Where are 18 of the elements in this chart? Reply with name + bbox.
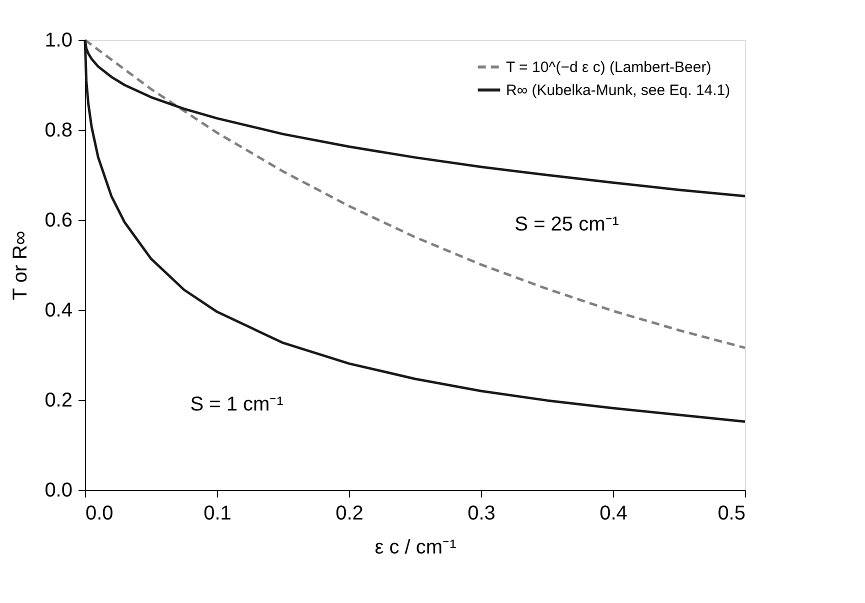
x-tick-label: 0.5 <box>718 502 746 524</box>
x-tick-label: 0.2 <box>336 502 364 524</box>
legend-label: T = 10^(−d ε c) (Lambert-Beer) <box>506 59 712 76</box>
x-tick-label: 0.0 <box>86 502 114 524</box>
y-tick-label: 0.6 <box>44 210 72 232</box>
legend-label: R∞ (Kubelka-Munk, see Eq. 14.1) <box>506 82 730 99</box>
annotation: S = 1 cm⁻¹ <box>190 394 284 416</box>
y-tick-label: 0.4 <box>44 300 72 322</box>
y-axis-title: T or R∞ <box>10 230 32 300</box>
x-tick-label: 0.1 <box>204 502 232 524</box>
y-tick-label: 0.0 <box>44 480 72 502</box>
y-tick-label: 0.2 <box>44 390 72 412</box>
y-tick-label: 0.8 <box>44 120 72 142</box>
x-tick-label: 0.4 <box>600 502 628 524</box>
x-axis-title: ε c / cm⁻¹ <box>374 536 457 558</box>
x-tick-label: 0.3 <box>468 502 496 524</box>
annotation: S = 25 cm⁻¹ <box>514 214 620 236</box>
y-tick-label: 1.0 <box>44 30 72 52</box>
